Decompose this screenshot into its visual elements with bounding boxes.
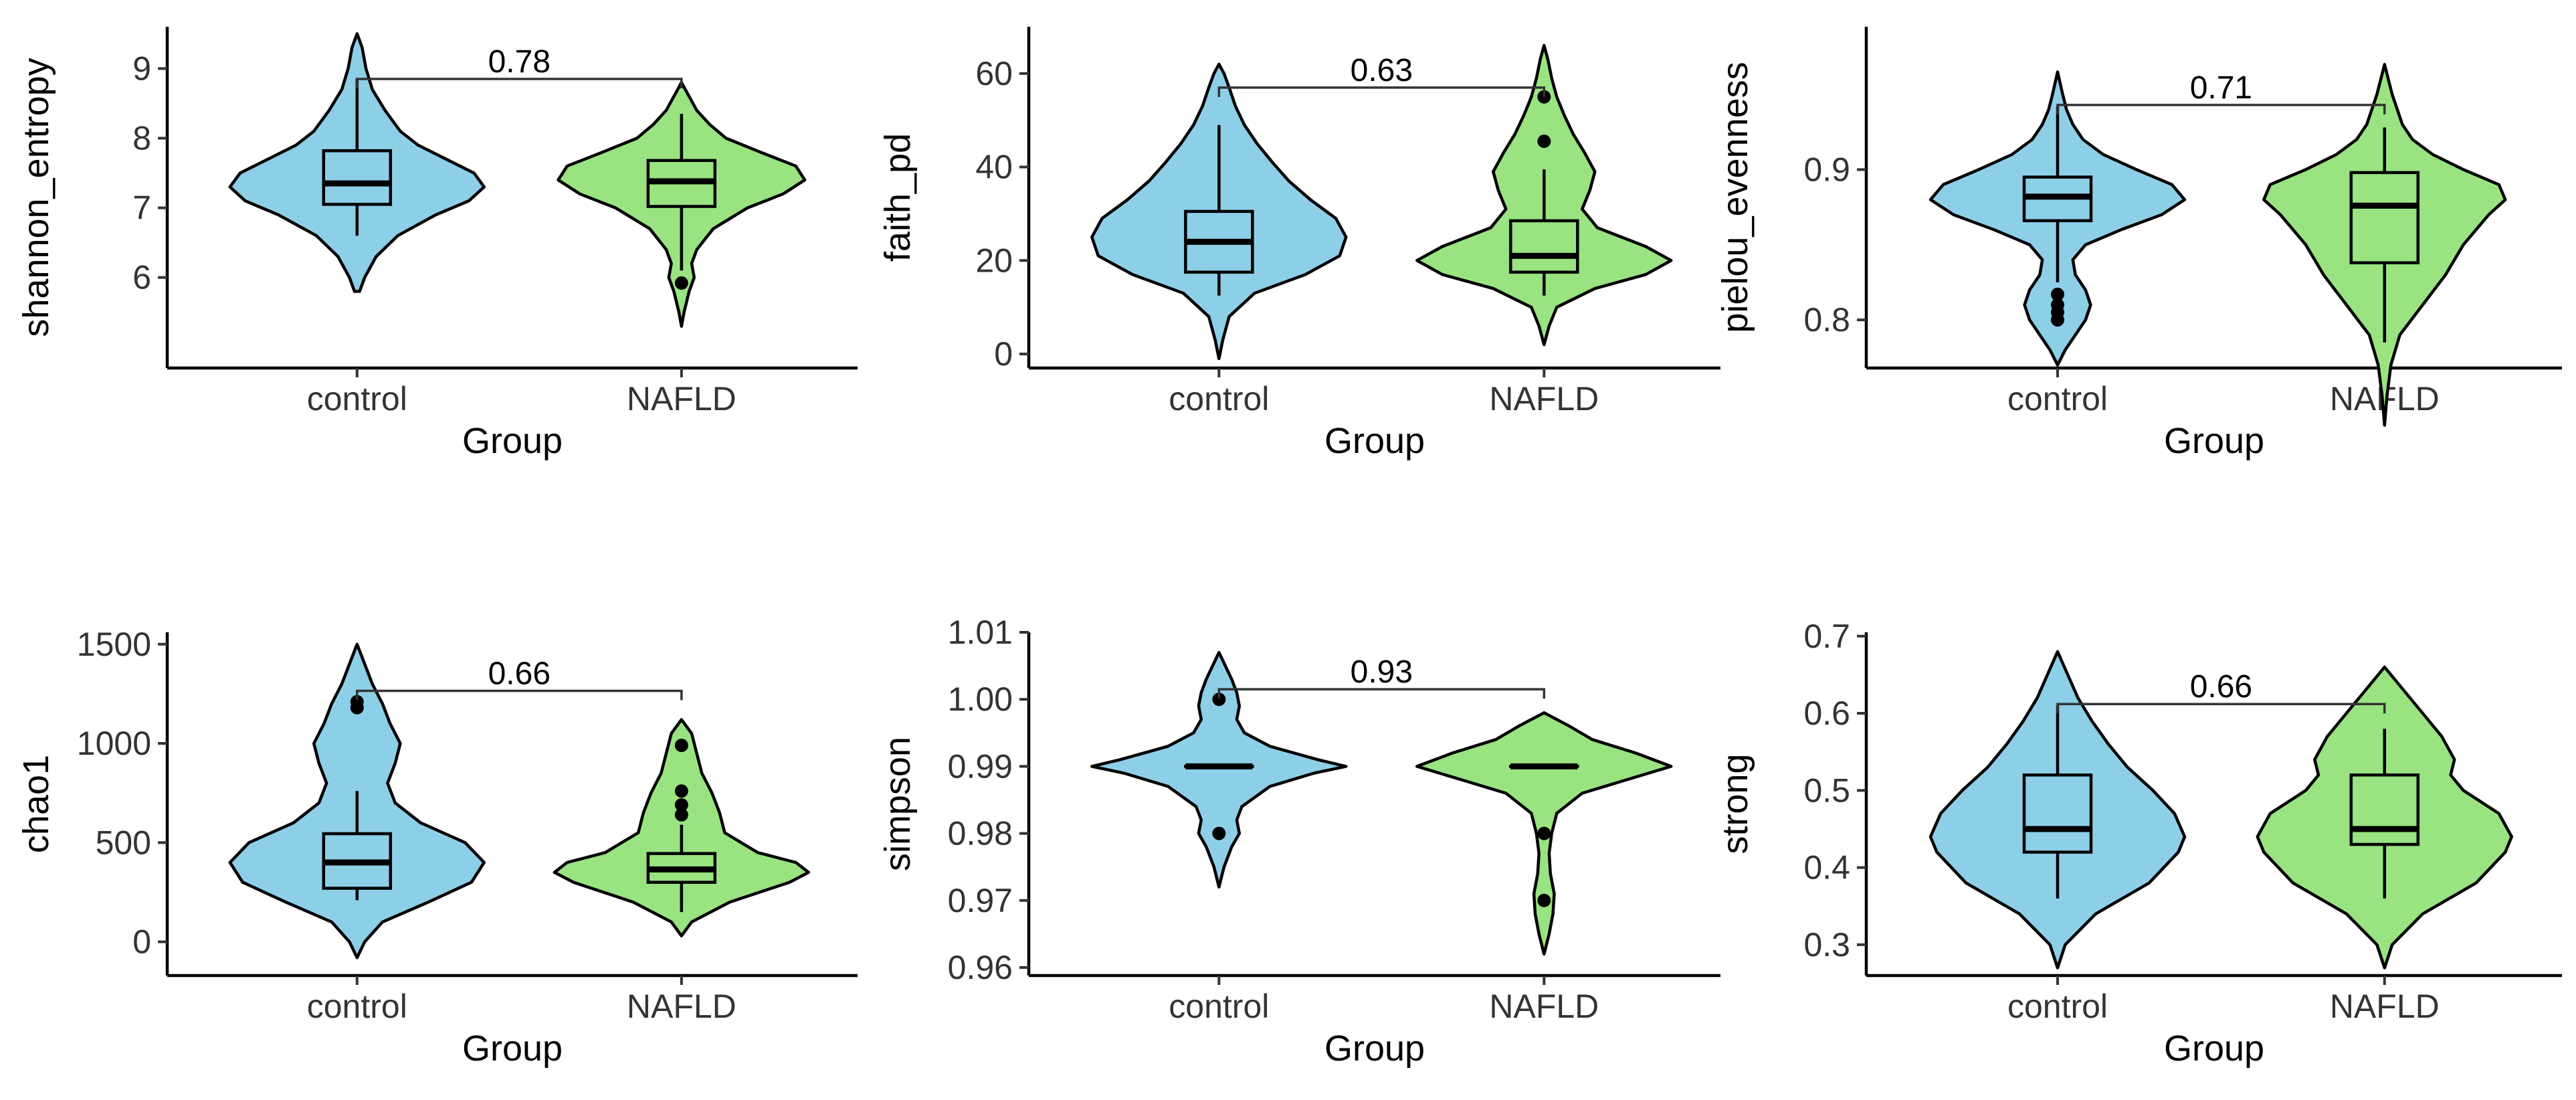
violin-NAFLD bbox=[2262, 62, 2507, 427]
violin-NAFLD bbox=[2256, 665, 2514, 970]
y-tick-label: 0.7 bbox=[1803, 618, 1850, 655]
y-tick-label: 0.5 bbox=[1803, 771, 1850, 809]
significance-bracket bbox=[1217, 86, 1546, 97]
box-control bbox=[322, 149, 393, 206]
box-control bbox=[2022, 773, 2093, 854]
x-axis-title: Group bbox=[1324, 421, 1425, 461]
outlier-point bbox=[1537, 826, 1551, 840]
box-NAFLD bbox=[1509, 219, 1579, 274]
y-tick-label: 1000 bbox=[77, 725, 151, 762]
significance-bracket bbox=[356, 78, 683, 89]
y-tick-label: 9 bbox=[132, 50, 151, 87]
x-tick-label: NAFLD bbox=[2330, 988, 2440, 1025]
y-tick-label: 0.4 bbox=[1803, 849, 1850, 887]
y-axis-title: strong bbox=[1715, 753, 1755, 854]
y-tick-label: 0.98 bbox=[948, 815, 1013, 852]
p-value-label: 0.66 bbox=[2190, 669, 2252, 705]
violin-control bbox=[1090, 650, 1348, 889]
y-tick-label: 60 bbox=[975, 55, 1013, 92]
y-tick-label: 1.01 bbox=[948, 614, 1013, 651]
box-NAFLD bbox=[2349, 171, 2420, 264]
violin-control bbox=[1928, 650, 2187, 970]
y-axis-title: faith_pd bbox=[878, 133, 918, 262]
panel-2: 0.80.9controlNAFLDGrouppielou_evenness0.… bbox=[1715, 27, 2562, 461]
x-tick-label: control bbox=[307, 380, 407, 418]
y-tick-label: 0.6 bbox=[1803, 695, 1850, 732]
x-tick-label: control bbox=[307, 988, 407, 1025]
y-axis-title: shannon_entropy bbox=[16, 58, 56, 337]
y-axis-title: pielou_evenness bbox=[1715, 62, 1755, 333]
outlier-point bbox=[2051, 287, 2064, 301]
outlier-point bbox=[1212, 826, 1226, 840]
x-tick-label: NAFLD bbox=[1489, 380, 1599, 418]
y-tick-label: 1.00 bbox=[948, 680, 1013, 718]
x-tick-label: control bbox=[2007, 380, 2108, 418]
significance-bracket bbox=[2056, 703, 2386, 714]
outlier-point bbox=[674, 276, 688, 290]
significance-bracket bbox=[1217, 688, 1546, 699]
p-value-label: 0.66 bbox=[488, 656, 551, 691]
y-tick-label: 20 bbox=[975, 242, 1013, 279]
y-tick-label: 0.97 bbox=[948, 882, 1013, 919]
outlier-point bbox=[1212, 693, 1226, 707]
outlier-point bbox=[674, 808, 688, 822]
panel-1: 0 20 40 60 control NAFLD Group faith_pd 0.63 bbox=[878, 27, 1720, 461]
y-tick-label: 1500 bbox=[77, 626, 151, 663]
y-tick-label: 0.99 bbox=[948, 747, 1013, 785]
x-tick-label: NAFLD bbox=[627, 380, 736, 418]
x-tick-label: NAFLD bbox=[1489, 988, 1599, 1025]
y-tick-label: 6 bbox=[132, 259, 151, 296]
x-tick-label: control bbox=[2007, 988, 2108, 1025]
y-tick-label: 500 bbox=[96, 824, 151, 861]
outlier-point bbox=[1537, 134, 1551, 149]
y-tick-label: 7 bbox=[132, 189, 151, 227]
x-axis-title: Group bbox=[2164, 421, 2264, 461]
outlier-point bbox=[674, 798, 688, 812]
y-tick-label: 0.3 bbox=[1803, 926, 1850, 964]
y-tick-label: 0.9 bbox=[1803, 151, 1850, 188]
outlier-point bbox=[350, 695, 364, 709]
panel-5: 0.3 0.4 0.5 0.6 0.7 control NAFLD Group strong 0.… bbox=[1715, 618, 2562, 1069]
x-axis-title: Group bbox=[462, 421, 563, 461]
y-axis-title: simpson bbox=[878, 737, 918, 871]
panel-3: 0 500 1000 1500 control NAFLD Group chao1 0.66 bbox=[16, 626, 858, 1069]
y-tick-label: 0.8 bbox=[1803, 301, 1850, 339]
box-NAFLD bbox=[2349, 773, 2420, 846]
x-axis-title: Group bbox=[2164, 1028, 2264, 1069]
y-tick-label: 0.96 bbox=[948, 949, 1013, 986]
y-axis-title: chao1 bbox=[16, 755, 56, 853]
p-value-label: 0.93 bbox=[1351, 654, 1413, 690]
outlier-point bbox=[1537, 893, 1551, 907]
y-tick-label: 0 bbox=[994, 335, 1013, 373]
x-tick-label: control bbox=[1169, 380, 1269, 418]
y-tick-label: 40 bbox=[975, 149, 1013, 186]
x-axis-title: Group bbox=[1324, 1028, 1425, 1069]
outlier-point bbox=[674, 739, 688, 753]
p-value-label: 0.78 bbox=[488, 44, 551, 80]
p-value-label: 0.63 bbox=[1351, 53, 1413, 88]
significance-bracket bbox=[356, 689, 683, 701]
x-axis-title: Group bbox=[462, 1028, 563, 1069]
y-tick-label: 8 bbox=[132, 120, 151, 157]
violin-control bbox=[1928, 70, 2187, 367]
outlier-point bbox=[674, 784, 688, 798]
y-tick-label: 0 bbox=[132, 923, 151, 961]
violin-control bbox=[228, 32, 486, 293]
outlier-point bbox=[2051, 298, 2064, 312]
x-tick-label: control bbox=[1169, 988, 1269, 1025]
panel-0: 6 7 8 9 control NAFLD Group shannon_entropy 0.78 bbox=[16, 27, 858, 461]
x-tick-label: NAFLD bbox=[627, 988, 736, 1025]
p-value-label: 0.71 bbox=[2190, 70, 2252, 106]
panel-4: 0.96 0.97 0.98 0.99 1.00 1.01 control NAFLD Grou… bbox=[878, 614, 1720, 1069]
significance-bracket bbox=[2056, 104, 2386, 114]
